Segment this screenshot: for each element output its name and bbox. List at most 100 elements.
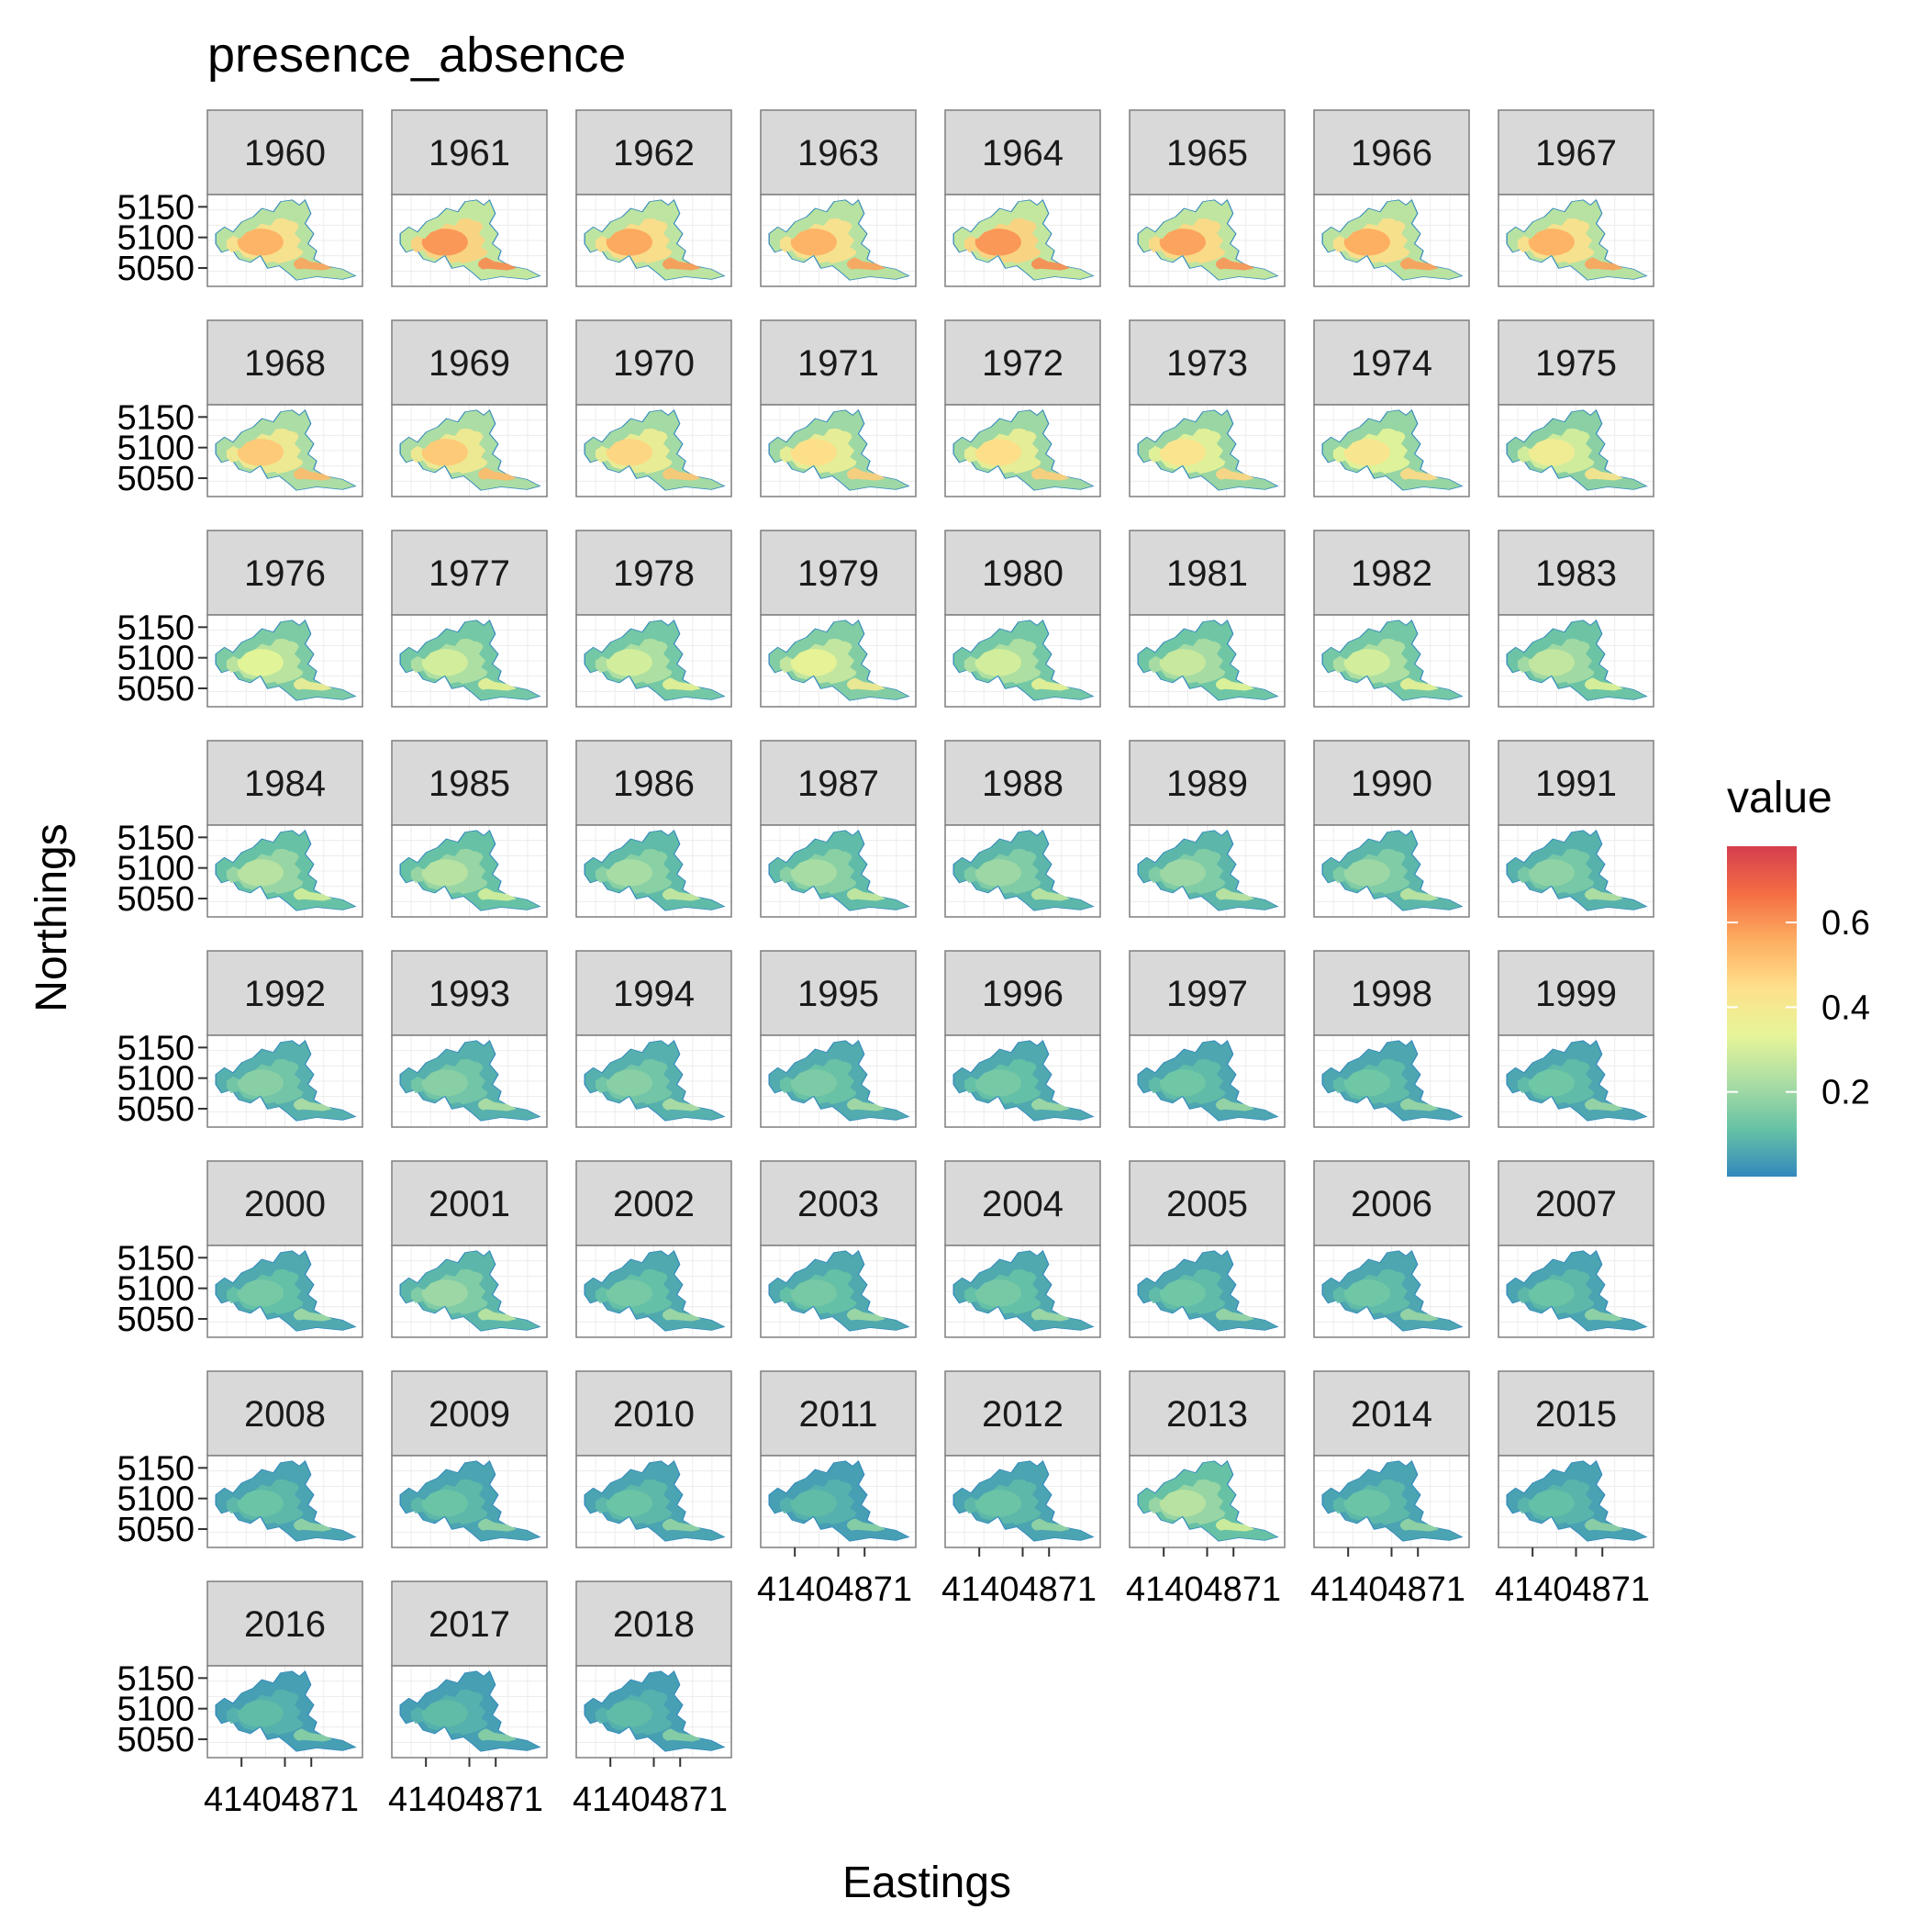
y-axis-tick-label: 5150 [117, 1659, 195, 1698]
map-hotspot-core [1343, 439, 1390, 466]
x-axis-label: Eastings [842, 1859, 1011, 1907]
facet-strip [1129, 1370, 1286, 1457]
map-hotspot-core [1159, 1490, 1206, 1517]
facet-panel: 1966 [1313, 109, 1470, 287]
facet-panel: 1979 [760, 530, 917, 708]
y-axis-tick-label: 5100 [117, 640, 195, 678]
map-shape-group [1137, 829, 1279, 911]
facet-strip [391, 530, 548, 616]
map-hotspot-core [421, 1700, 468, 1727]
legend-tick-label: 0.2 [1821, 1074, 1870, 1112]
map-shape-group [1321, 1459, 1464, 1542]
facet-strip-label: 1984 [244, 764, 326, 804]
map-hotspot-core [421, 1279, 468, 1307]
map-hotspot-core [421, 229, 468, 256]
facet-strip-label: 1983 [1535, 553, 1617, 594]
map-hotspot-core [1159, 439, 1206, 466]
facet-strip-label: 2004 [982, 1184, 1064, 1224]
panel-border [1313, 1034, 1470, 1128]
facet-panel: 1988 [944, 740, 1101, 918]
map-hotspot-core [237, 1700, 284, 1727]
facet-panel: 1970 [575, 319, 732, 497]
panel-border [760, 614, 917, 708]
panel-border [1498, 614, 1654, 708]
x-axis-tick-label: 41404871 [204, 1781, 359, 1819]
facet-strip-label: 1977 [429, 553, 510, 594]
map-hotspot-core [975, 439, 1021, 466]
panel-border [1129, 404, 1286, 497]
facet-panel: 1967 [1498, 109, 1654, 287]
map-shape-group [1506, 829, 1648, 911]
map-shape-group [215, 1249, 357, 1332]
facet-strip [760, 530, 917, 616]
facet-strip [391, 1370, 548, 1457]
map-hotspot-group [964, 1268, 1071, 1323]
facet-panel: 1989 [1129, 740, 1286, 918]
map-shape-group [768, 1039, 910, 1122]
facet-panel: 2012 41404871 [941, 1370, 1101, 1609]
facet-strip-label: 2013 [1166, 1394, 1248, 1435]
map-hotspot-core [1159, 229, 1206, 256]
legend: value 0.6 0.4 0.2 [1727, 774, 1870, 1177]
map-hotspot-core [975, 649, 1021, 676]
panel-border [575, 1034, 732, 1128]
facet-strip-label: 1978 [613, 553, 695, 594]
facet-strip [391, 319, 548, 406]
map-shape-group [215, 408, 357, 491]
panel-border [575, 824, 732, 918]
map-shape-group [399, 1039, 541, 1122]
facet-panel: 2001 [391, 1160, 548, 1338]
panel-border [391, 1034, 548, 1128]
legend-tick-label: 0.6 [1821, 904, 1870, 943]
map-hotspot-core [237, 1279, 284, 1307]
facet-strip-label: 1979 [797, 553, 879, 594]
facet-strip [944, 1370, 1101, 1457]
panel-border [944, 1034, 1101, 1128]
facet-strip [575, 530, 732, 616]
map-shape-group [215, 1459, 357, 1542]
facet-strip-label: 1987 [797, 764, 879, 804]
map-hotspot-core [790, 649, 837, 676]
map-hotspot-core [1528, 1490, 1575, 1517]
facet-strip [1498, 109, 1654, 195]
map-hotspot-core [790, 859, 837, 887]
facet-strip-label: 2005 [1166, 1184, 1248, 1224]
y-axis-tick-label: 5150 [117, 609, 195, 647]
facet-panel: 2018 41404871 [573, 1580, 732, 1819]
facet-strip [575, 1160, 732, 1246]
facet-panel: 1963 [760, 109, 917, 287]
map-shape-group [399, 1249, 541, 1332]
panel-border [760, 1034, 917, 1128]
panel-border [206, 194, 363, 287]
facet-strip [760, 740, 917, 826]
map-hotspot-core [606, 1279, 652, 1307]
facet-strip-label: 2009 [429, 1394, 510, 1435]
facet-strip-label: 1966 [1351, 133, 1432, 173]
legend-ticks: 0.6 0.4 0.2 [1727, 904, 1870, 1112]
map-hotspot-core [606, 859, 652, 887]
facet-strip [1498, 1370, 1654, 1457]
map-hotspot-core [975, 229, 1021, 256]
map-hotspot-core [1159, 859, 1206, 887]
panel-border [206, 1245, 363, 1338]
facet-strip [206, 740, 363, 826]
map-hotspot-core [790, 1069, 837, 1097]
y-axis-tick-label: 5100 [117, 1060, 195, 1099]
y-axis-tick-label: 5100 [117, 219, 195, 258]
panel-border [1498, 194, 1654, 287]
facet-strip [1313, 530, 1470, 616]
panel-border [760, 194, 917, 287]
facet-strip-label: 1995 [797, 974, 879, 1014]
facet-strip [1313, 109, 1470, 195]
facet-strip-label: 1971 [797, 343, 879, 384]
facet-panel: 1982 [1313, 530, 1470, 708]
panel-border [944, 1245, 1101, 1338]
panel-border [1498, 1245, 1654, 1338]
map-hotspot-group [1148, 1058, 1255, 1112]
facet-strip [575, 109, 732, 195]
